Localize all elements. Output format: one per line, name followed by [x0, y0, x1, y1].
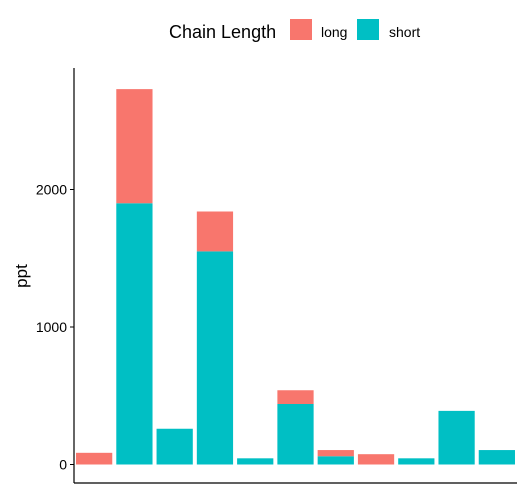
legend-title: Chain Length [169, 22, 276, 42]
bar-short-9 [398, 458, 435, 465]
bar-long-4 [196, 211, 234, 252]
bar-short-5 [237, 458, 274, 465]
bar-long-8 [357, 454, 395, 465]
bar-short-10 [438, 410, 475, 465]
bar-short-3 [156, 428, 193, 465]
y-axis-ticks: 0 1000 2000 [36, 182, 74, 473]
bar-long-2 [116, 89, 153, 204]
bar-long-7 [317, 450, 354, 457]
legend-key-long [290, 19, 312, 40]
bars-group [76, 89, 515, 465]
bar-short-2 [116, 203, 153, 465]
y-tick-label: 0 [59, 457, 67, 473]
bar-short-7 [317, 456, 354, 465]
bar-short-11 [478, 450, 515, 465]
bar-long-6 [277, 390, 314, 404]
y-axis-title: ppt [12, 264, 31, 288]
bar-short-6 [277, 404, 314, 465]
legend: Chain Length long short [169, 19, 420, 42]
bar-short-4 [196, 251, 234, 465]
legend-key-short [357, 19, 379, 40]
bar-long-1 [76, 452, 113, 465]
legend-label-long: long [321, 24, 347, 40]
y-tick-label: 1000 [36, 319, 67, 335]
y-tick-label: 2000 [36, 182, 67, 198]
legend-label-short: short [389, 24, 420, 40]
